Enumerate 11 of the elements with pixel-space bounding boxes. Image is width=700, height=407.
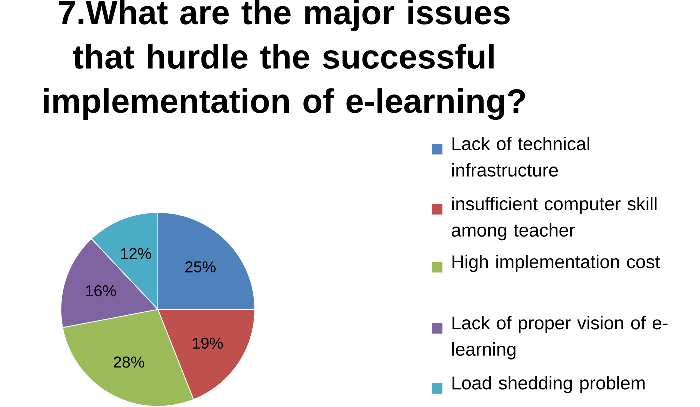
chart-title: 7.What are the major issues that hurdle the successful implementation of e-learning? xyxy=(44,0,526,120)
legend-label: insufficient computer skill among teacher xyxy=(452,197,657,241)
legend-label: Load shedding problem xyxy=(452,376,645,394)
legend-label: Lack of proper vision of e-learning xyxy=(452,316,668,360)
data-label: 25% xyxy=(186,262,216,273)
legend-label: High implementation cost xyxy=(452,255,660,272)
data-label: 16% xyxy=(86,285,116,297)
data-label: 28% xyxy=(114,356,144,368)
legend-label: Lack of technical infrastructure xyxy=(452,136,590,177)
data-label: 12% xyxy=(121,248,152,260)
data-label: 19% xyxy=(193,338,224,350)
